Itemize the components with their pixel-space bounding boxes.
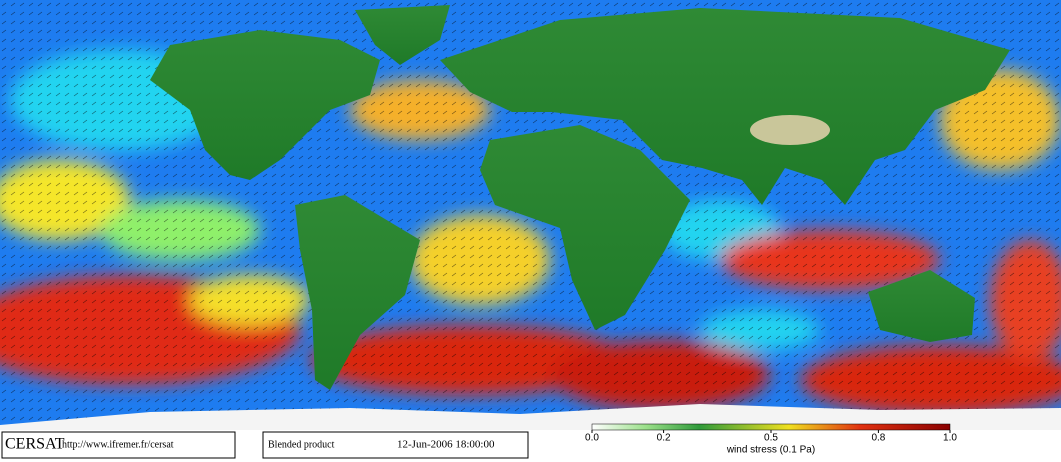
- logo-box: [1, 431, 236, 459]
- product: Blended product: [268, 439, 335, 450]
- land: [150, 5, 1010, 390]
- colorbar-tick-label: 0.0: [585, 433, 599, 444]
- colorbar-tick-label: 0.2: [657, 433, 671, 444]
- tibet: [750, 115, 830, 145]
- colorbar-tick-label: 1.0: [943, 433, 957, 444]
- product-box: [262, 431, 529, 459]
- logo: CERSAT: [5, 436, 65, 453]
- north-america: [150, 30, 380, 180]
- africa: [480, 125, 690, 330]
- colorbar-tick-label: 0.8: [871, 433, 885, 444]
- eurasia: [440, 8, 1010, 205]
- south-america: [295, 195, 420, 390]
- colorbar-scale: [591, 423, 951, 431]
- colorbar: 0.0 0.2 0.5 0.8 1.0 wind stress (0.1 Pa): [585, 423, 957, 456]
- url: http://www.ifremer.fr/cersat: [62, 439, 174, 450]
- timestamp: 12-Jun-2006 18:00:00: [397, 439, 495, 451]
- colorbar-title: wind stress (0.1 Pa): [726, 445, 815, 456]
- colorbar-tick-label: 0.5: [764, 433, 778, 444]
- greenland: [355, 5, 450, 65]
- australia: [868, 270, 975, 342]
